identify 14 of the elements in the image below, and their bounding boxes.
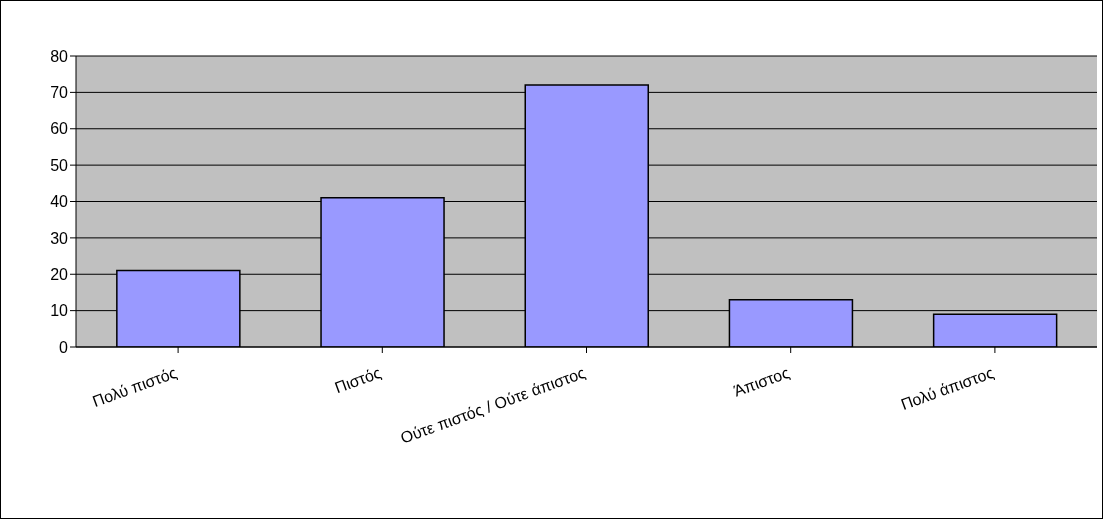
y-tick-label: 70 [50, 84, 69, 102]
y-tick-label: 80 [50, 47, 69, 65]
y-tick-label: 0 [59, 338, 69, 356]
x-tick-label: Πιστός [332, 363, 384, 397]
x-tick-label: Πολύ πιστός [90, 363, 180, 411]
y-tick-label: 40 [50, 193, 69, 211]
x-tick-label: Ούτε πιστός / Ούτε άπιστος [398, 363, 588, 447]
x-tick-label: Πολύ άπιστος [898, 363, 997, 414]
y-tick-label: 20 [50, 265, 69, 283]
x-tick-label: Άπιστος [731, 363, 792, 400]
y-tick-label: 50 [50, 156, 69, 174]
y-tick-label: 10 [50, 302, 69, 320]
y-tick-label: 30 [50, 229, 69, 247]
y-tick-label: 60 [50, 120, 69, 138]
